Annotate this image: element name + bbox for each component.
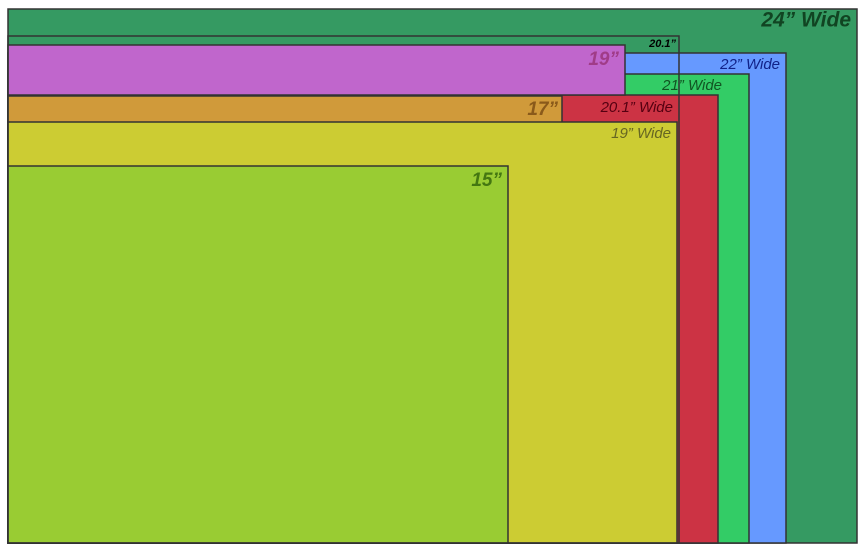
label-17: 17” xyxy=(527,99,558,120)
screen-20-1 xyxy=(7,35,680,544)
label-21-wide: 21” Wide xyxy=(661,77,722,94)
label-20-1: 20.1” xyxy=(648,38,676,50)
label-20-1-wide: 20.1” Wide xyxy=(600,99,673,116)
screen-19 xyxy=(7,44,626,96)
label-22-wide: 22” Wide xyxy=(719,56,780,73)
label-19-wide: 19” Wide xyxy=(611,125,671,142)
label-19: 19” xyxy=(588,49,619,70)
label-24-wide: 24” Wide xyxy=(760,9,851,32)
screen-15 xyxy=(7,165,509,544)
label-15: 15” xyxy=(471,170,502,191)
